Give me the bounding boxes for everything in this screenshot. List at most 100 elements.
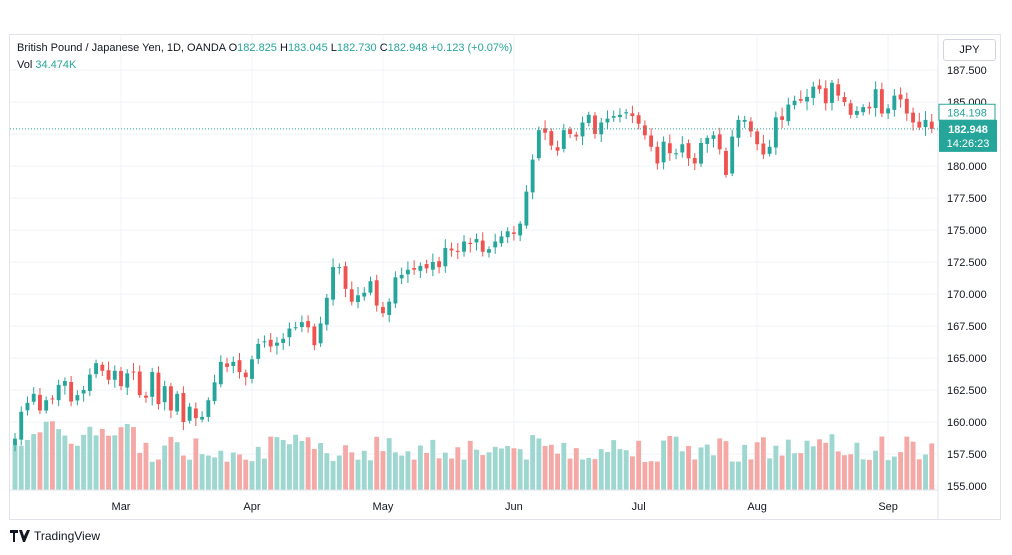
volume-bars — [12, 421, 935, 490]
volume-bar — [723, 441, 729, 490]
candle-body — [499, 236, 504, 244]
volume-legend: Vol 34.474K — [17, 59, 76, 71]
volume-bar — [617, 449, 623, 490]
candle-body — [62, 381, 67, 386]
volume-bar — [467, 440, 473, 490]
volume-label: Vol — [17, 59, 33, 71]
candle-body — [449, 248, 454, 251]
candle-body — [724, 150, 728, 175]
last-price-tag-box — [939, 119, 997, 152]
volume-bar — [149, 461, 155, 490]
volume-bar — [629, 456, 635, 490]
volume-bar — [910, 441, 916, 490]
price-tick-label: 160.000 — [947, 417, 987, 429]
candle-body — [87, 374, 92, 392]
volume-bar — [137, 452, 143, 490]
volume-bar — [243, 459, 249, 490]
volume-bar — [237, 454, 242, 490]
candle-body — [381, 307, 385, 314]
tradingview-logo[interactable]: TradingView — [10, 529, 100, 543]
candle-body — [854, 110, 859, 115]
candle-body — [593, 115, 597, 134]
volume-bar — [430, 439, 436, 490]
candle-body — [705, 137, 710, 144]
candle-body — [343, 266, 348, 289]
volume-bar — [661, 440, 667, 490]
candle-body — [44, 400, 49, 411]
candle-body — [555, 147, 560, 151]
volume-bar — [25, 440, 30, 490]
volume-bar — [916, 459, 922, 490]
candle-body — [699, 142, 703, 164]
volume-bar — [773, 445, 779, 490]
high-value: 183.045 — [287, 42, 328, 54]
candle-body — [549, 131, 554, 146]
candle-body — [212, 382, 217, 402]
volume-bar — [268, 436, 274, 490]
volume-bar — [923, 454, 928, 490]
volume-bar — [99, 428, 105, 490]
candle-body — [867, 106, 872, 109]
high-label: H — [279, 42, 288, 54]
volume-bar — [573, 448, 579, 490]
symbol-title: British Pound / Japanese Yen, 1D, OANDA — [17, 42, 226, 54]
candle-body — [649, 135, 654, 147]
low-value: 182.730 — [336, 42, 377, 54]
candle-body — [736, 119, 741, 138]
candle-body — [836, 84, 841, 96]
candlestick-chart[interactable]: 187.500185.000182.500180.000177.500175.0… — [9, 34, 1001, 520]
candle-body — [81, 390, 86, 394]
candle-body — [424, 264, 429, 269]
time-tick-label: Aug — [747, 501, 767, 513]
time-tick-label: Jun — [505, 501, 523, 513]
volume-bar — [405, 451, 411, 490]
candle-body — [418, 265, 423, 271]
candle-body — [674, 153, 679, 155]
volume-bar — [318, 443, 324, 490]
time-tick-label: Sep — [878, 501, 898, 513]
volume-bar — [904, 436, 910, 490]
volume-bar — [548, 444, 554, 490]
volume-bar — [785, 439, 791, 490]
candle-body — [586, 114, 591, 124]
volume-bar — [536, 438, 542, 490]
volume-bar — [205, 455, 211, 490]
volume-bar — [760, 437, 766, 490]
volume-bar — [779, 455, 785, 490]
chart-frame — [9, 34, 1001, 520]
candle-body — [830, 82, 834, 103]
candle-body — [480, 240, 485, 252]
volume-bar — [424, 453, 430, 490]
candle-body — [455, 250, 460, 252]
volume-bar — [879, 436, 885, 490]
time-tick-label: Apr — [243, 501, 260, 513]
candle-body — [125, 373, 130, 388]
last-price-tag: 182.948 14:26:23 — [939, 119, 997, 152]
candle-body — [524, 191, 529, 226]
candle-body — [605, 118, 610, 123]
volume-bar — [411, 459, 417, 490]
price-tick-label: 157.500 — [947, 449, 987, 461]
candle-body — [268, 339, 273, 347]
volume-bar — [330, 461, 336, 490]
volume-bar — [249, 461, 255, 490]
volume-bar — [436, 458, 442, 490]
volume-bar — [642, 461, 648, 490]
volume-bar — [854, 442, 860, 490]
candle-body — [318, 323, 323, 344]
volume-bar — [37, 432, 43, 490]
volume-bar — [823, 442, 829, 490]
volume-bar — [305, 437, 311, 490]
volume-bar — [523, 459, 529, 490]
candle-body — [848, 103, 853, 115]
candle-body — [168, 386, 173, 411]
candle-body — [792, 100, 797, 106]
currency-button[interactable]: JPY — [943, 39, 996, 61]
volume-bar — [131, 427, 136, 490]
prev-price-tag-label: 184.198 — [947, 107, 987, 119]
candle-body — [237, 360, 242, 373]
volume-bar — [667, 435, 673, 490]
candle-body — [293, 327, 298, 329]
volume-bar — [648, 461, 654, 490]
price-tick-label: 172.500 — [947, 257, 987, 269]
